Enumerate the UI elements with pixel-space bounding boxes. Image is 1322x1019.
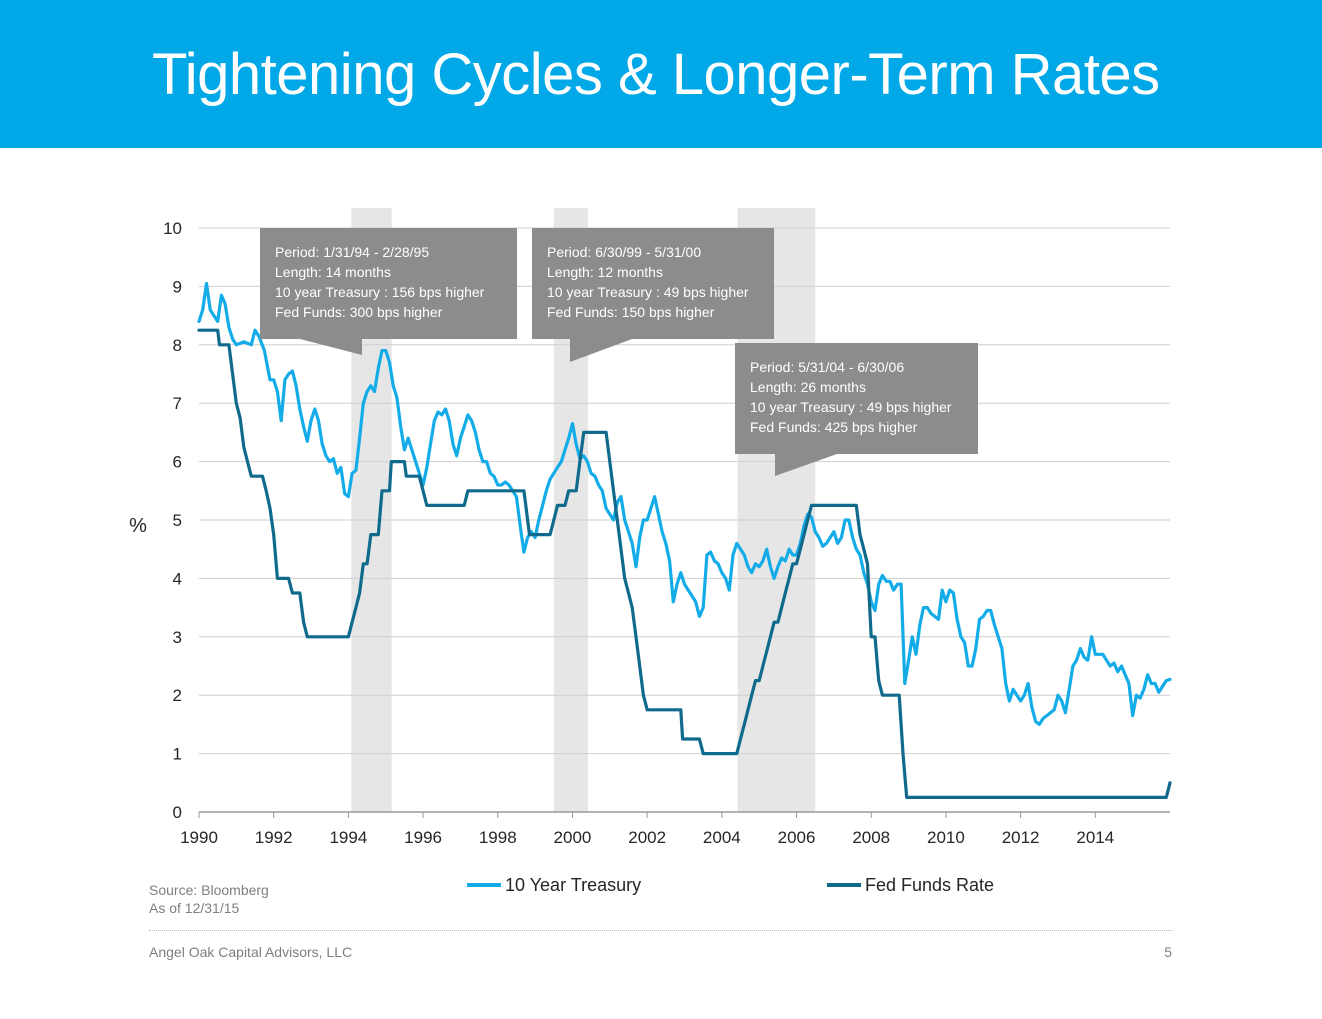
- as-of-line: As of 12/31/15: [149, 900, 240, 916]
- callout-text: Fed Funds: 425 bps higher: [750, 419, 918, 435]
- callout-text: Period: 1/31/94 - 2/28/95: [275, 244, 429, 260]
- callout-box-3: [735, 343, 978, 454]
- x-tick-label: 2006: [778, 828, 816, 847]
- callout-pointer-1: [300, 339, 362, 355]
- y-axis-label: %: [129, 515, 147, 537]
- callout-box-1: [260, 228, 517, 339]
- x-tick-label: 2014: [1076, 828, 1114, 847]
- slide-title: Tightening Cycles & Longer-Term Rates: [152, 42, 1160, 107]
- footer-company: Angel Oak Capital Advisors, LLC: [149, 944, 353, 960]
- y-tick-label: 3: [173, 628, 182, 647]
- callout-pointer-2: [570, 339, 632, 362]
- callout-text: Length: 12 months: [547, 264, 663, 280]
- callout-text: Fed Funds: 150 bps higher: [547, 304, 715, 320]
- callout-text: Period: 5/31/04 - 6/30/06: [750, 359, 904, 375]
- x-tick-label: 2000: [554, 828, 592, 847]
- page-number: 5: [1164, 944, 1172, 960]
- treasury-line: [197, 281, 1172, 726]
- y-tick-label: 1: [173, 745, 182, 764]
- slide-header: Tightening Cycles & Longer-Term Rates: [0, 0, 1322, 148]
- x-tick-label: 2010: [927, 828, 965, 847]
- x-tick-label: 2004: [703, 828, 741, 847]
- x-tick-label: 1998: [479, 828, 517, 847]
- x-tick-label: 1996: [404, 828, 442, 847]
- y-tick-label: 5: [173, 511, 182, 530]
- callout-box-2: [532, 228, 774, 339]
- y-tick-label: 6: [173, 453, 182, 472]
- callout-text: 10 year Treasury : 49 bps higher: [750, 399, 952, 415]
- legend-label: Fed Funds Rate: [865, 875, 994, 895]
- y-tick-label: 0: [173, 803, 182, 822]
- legend-label: 10 Year Treasury: [505, 875, 641, 895]
- fed-funds-line: [197, 328, 1172, 799]
- source-line: Source: Bloomberg: [149, 882, 269, 898]
- x-tick-label: 1994: [329, 828, 367, 847]
- callout-pointer-3: [775, 454, 837, 476]
- y-tick-label: 2: [173, 686, 182, 705]
- x-tick-label: 2002: [628, 828, 666, 847]
- callout-text: Length: 14 months: [275, 264, 391, 280]
- y-tick-label: 4: [173, 569, 182, 588]
- y-tick-label: 8: [173, 336, 182, 355]
- callout-text: 10 year Treasury : 156 bps higher: [275, 284, 485, 300]
- x-tick-label: 1992: [255, 828, 293, 847]
- callout-text: Fed Funds: 300 bps higher: [275, 304, 443, 320]
- callout-text: Period: 6/30/99 - 5/31/00: [547, 244, 701, 260]
- x-tick-label: 2012: [1002, 828, 1040, 847]
- y-tick-label: 10: [163, 219, 182, 238]
- source-note: Source: Bloomberg As of 12/31/15: [149, 881, 269, 917]
- x-tick-label: 1990: [180, 828, 218, 847]
- x-tick-label: 2008: [852, 828, 890, 847]
- callout-text: 10 year Treasury : 49 bps higher: [547, 284, 749, 300]
- y-tick-label: 7: [173, 394, 182, 413]
- footer-divider: [149, 930, 1173, 931]
- callout-text: Length: 26 months: [750, 379, 866, 395]
- y-tick-label: 9: [173, 277, 182, 296]
